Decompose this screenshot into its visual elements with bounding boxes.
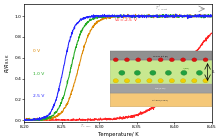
Text: 0 V: 0 V	[33, 50, 40, 53]
Y-axis label: $R/R_{8.5\,\mathrm{K}}$: $R/R_{8.5\,\mathrm{K}}$	[4, 53, 12, 73]
Text: $T^{\nearrow}_{c,\,onset}$: $T^{\nearrow}_{c,\,onset}$	[156, 4, 169, 13]
Text: 2.5 V: 2.5 V	[33, 94, 45, 98]
Text: 1.0 V: 1.0 V	[33, 72, 45, 76]
X-axis label: Temperature/ K: Temperature/ K	[98, 131, 138, 136]
Text: $T_{c,\,zero}$: $T_{c,\,zero}$	[81, 122, 93, 130]
Text: $V_G$=-2.5 V: $V_G$=-2.5 V	[114, 17, 138, 24]
